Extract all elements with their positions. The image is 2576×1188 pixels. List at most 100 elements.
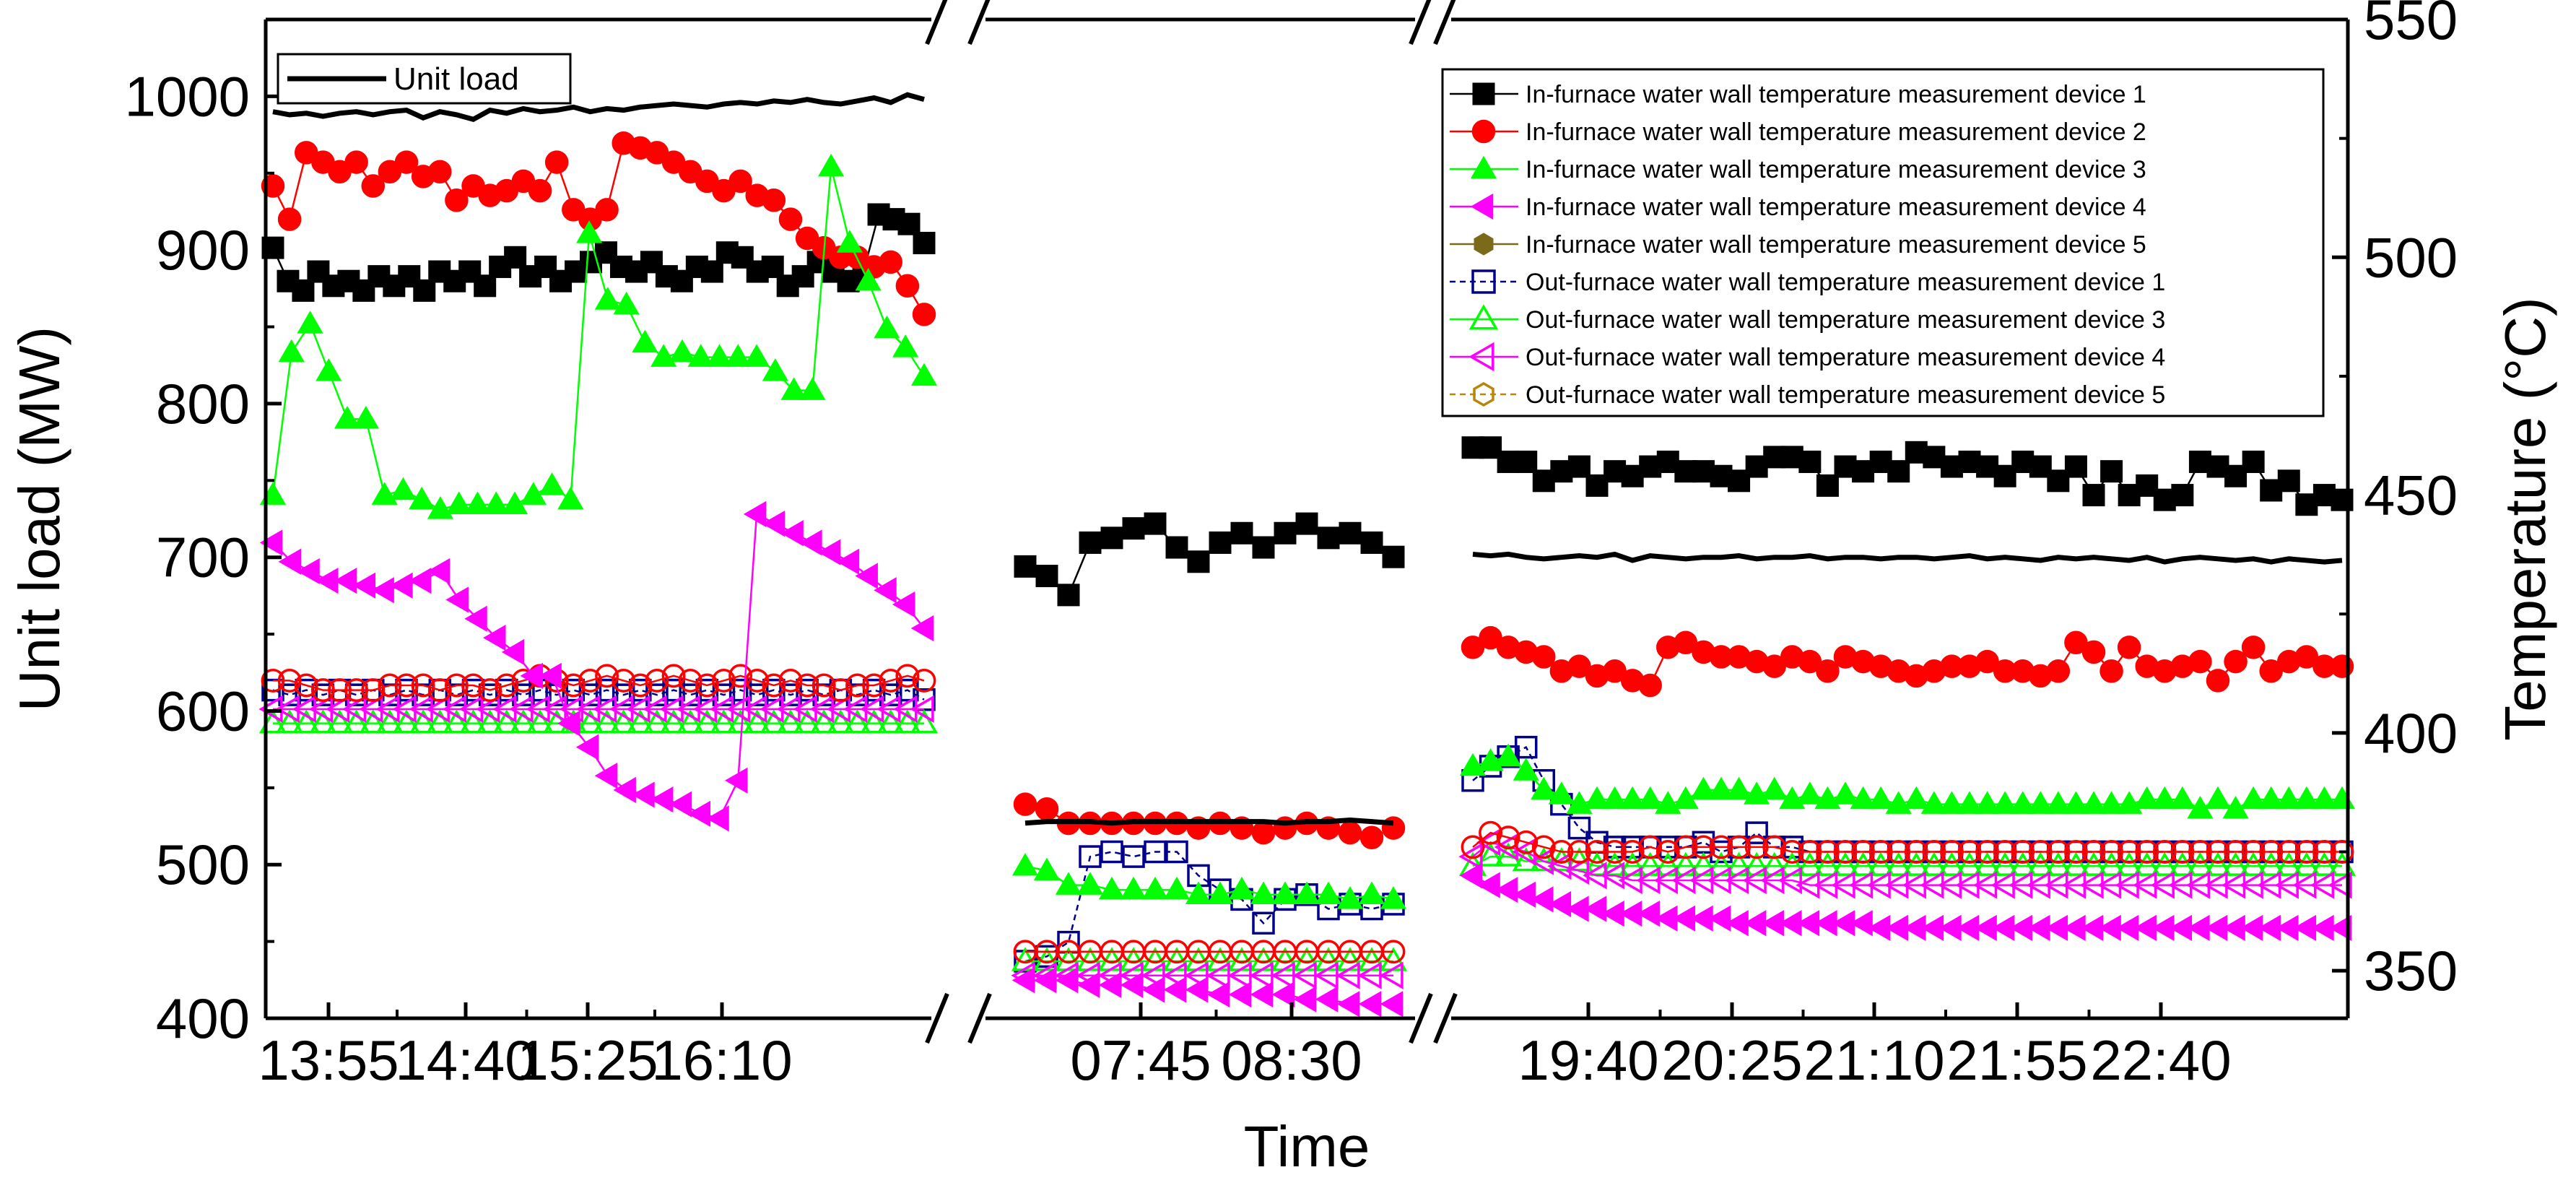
data-point bbox=[1814, 851, 1842, 876]
data-point bbox=[445, 586, 469, 613]
data-point bbox=[1274, 521, 1297, 545]
data-point bbox=[725, 767, 748, 794]
data-point bbox=[557, 710, 580, 737]
data-point bbox=[2063, 840, 2088, 864]
data-point bbox=[776, 709, 805, 734]
data-point bbox=[1514, 830, 1539, 854]
data-point bbox=[2098, 791, 2125, 814]
data-point bbox=[1583, 896, 1607, 922]
data-point bbox=[1185, 881, 1212, 905]
data-point bbox=[609, 695, 634, 724]
data-point bbox=[443, 709, 471, 734]
data-point bbox=[394, 150, 419, 174]
data-point bbox=[1655, 840, 1680, 864]
series-2 bbox=[261, 131, 2354, 849]
data-point bbox=[1903, 786, 1930, 810]
data-point bbox=[669, 339, 696, 363]
data-point bbox=[1358, 991, 1382, 1018]
data-point bbox=[520, 482, 547, 505]
data-point bbox=[1271, 881, 1299, 905]
data-point bbox=[1380, 886, 1407, 909]
data-point bbox=[2079, 851, 2108, 876]
data-point bbox=[1293, 986, 1317, 1013]
right-tick-label: 450 bbox=[2364, 464, 2458, 527]
data-point bbox=[1850, 910, 1873, 937]
data-point bbox=[725, 344, 752, 367]
data-point bbox=[2206, 669, 2230, 693]
data-point bbox=[793, 709, 822, 734]
data-point bbox=[1315, 986, 1339, 1013]
data-point bbox=[361, 174, 386, 198]
data-point bbox=[1707, 776, 1735, 800]
data-point bbox=[576, 709, 604, 734]
data-point bbox=[811, 673, 836, 698]
data-point bbox=[1122, 845, 1145, 868]
data-point bbox=[1014, 555, 1037, 578]
left-tick-label: 400 bbox=[156, 987, 250, 1050]
data-point bbox=[793, 695, 817, 724]
data-point bbox=[461, 673, 485, 698]
data-point bbox=[693, 709, 721, 734]
data-point bbox=[1727, 835, 1752, 859]
data-point bbox=[1529, 847, 1554, 875]
data-point bbox=[1315, 881, 1342, 905]
data-point bbox=[1250, 881, 1277, 905]
data-point bbox=[1780, 840, 1804, 864]
data-point bbox=[2171, 484, 2194, 507]
data-point bbox=[1461, 835, 1485, 859]
axis-break-mark-1-2-1 bbox=[925, 992, 949, 1044]
data-point bbox=[836, 548, 860, 575]
data-point bbox=[1513, 881, 1536, 908]
data-point bbox=[344, 678, 369, 703]
data-point bbox=[476, 695, 500, 724]
data-point bbox=[1144, 512, 1167, 535]
data-point bbox=[1144, 840, 1167, 864]
data-point bbox=[1868, 840, 1893, 864]
data-point bbox=[1079, 845, 1102, 868]
data-point bbox=[1887, 840, 1911, 864]
data-point bbox=[1513, 758, 1539, 781]
data-point bbox=[278, 548, 302, 575]
data-point bbox=[1761, 776, 1788, 800]
data-point bbox=[1547, 852, 1572, 880]
x-tick-label: 20:25 bbox=[1661, 1028, 1802, 1092]
data-point bbox=[874, 315, 900, 339]
data-point bbox=[613, 776, 636, 804]
data-point bbox=[1476, 842, 1505, 867]
data-point bbox=[342, 695, 367, 724]
data-point bbox=[855, 267, 882, 291]
data-point bbox=[425, 695, 450, 724]
data-point bbox=[308, 695, 334, 724]
data-point bbox=[1359, 825, 1384, 849]
data-point bbox=[526, 695, 550, 724]
series-line bbox=[1024, 851, 1394, 963]
data-point bbox=[1141, 876, 1169, 900]
data-point bbox=[2224, 464, 2248, 487]
legend-marker bbox=[1474, 233, 1494, 256]
data-point bbox=[501, 491, 528, 514]
data-point bbox=[1530, 847, 1558, 872]
axis-break-mark-2-2-2 bbox=[1433, 992, 1458, 1044]
data-point bbox=[817, 539, 841, 565]
x-tick-label: 07:45 bbox=[1070, 1028, 1211, 1092]
data-point bbox=[1360, 531, 1383, 554]
data-point bbox=[528, 178, 552, 203]
legend-item: In-furnace water wall temperature measur… bbox=[1450, 81, 2146, 108]
data-point bbox=[678, 668, 702, 693]
data-point bbox=[2064, 455, 2087, 478]
data-point bbox=[1013, 792, 1037, 816]
data-point bbox=[578, 668, 602, 693]
data-point bbox=[1458, 842, 1483, 871]
data-point bbox=[1920, 791, 1947, 814]
data-point bbox=[2328, 871, 2352, 899]
data-point bbox=[860, 709, 888, 734]
data-point bbox=[557, 486, 584, 510]
data-point bbox=[2188, 649, 2212, 674]
data-point bbox=[2292, 851, 2320, 876]
unit-load-line bbox=[1472, 551, 2343, 565]
data-point bbox=[474, 274, 497, 298]
data-point bbox=[762, 510, 786, 537]
data-point bbox=[760, 695, 784, 724]
data-point bbox=[1922, 840, 1946, 864]
data-point bbox=[334, 567, 357, 594]
